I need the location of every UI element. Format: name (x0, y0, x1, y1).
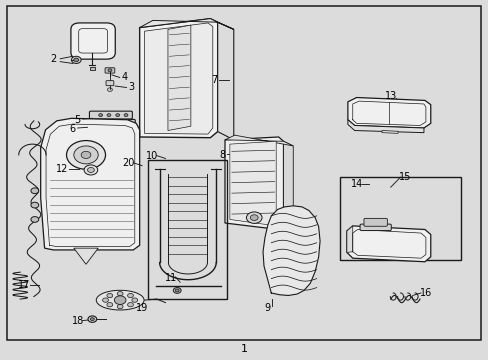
Text: 19: 19 (136, 303, 148, 314)
Circle shape (31, 202, 39, 208)
Circle shape (107, 302, 113, 307)
Polygon shape (224, 135, 293, 146)
Circle shape (87, 167, 94, 172)
Circle shape (110, 123, 113, 125)
Polygon shape (217, 22, 233, 140)
Circle shape (132, 298, 138, 302)
Bar (339, 177, 461, 260)
Circle shape (175, 289, 179, 292)
Circle shape (103, 123, 106, 125)
Circle shape (99, 114, 102, 117)
FancyBboxPatch shape (363, 219, 386, 226)
Circle shape (107, 293, 113, 298)
Circle shape (102, 298, 108, 302)
Text: 5: 5 (75, 115, 81, 125)
Circle shape (118, 123, 121, 125)
Circle shape (81, 151, 91, 158)
Circle shape (127, 302, 133, 307)
Text: 11: 11 (165, 273, 177, 283)
Circle shape (107, 88, 112, 91)
Circle shape (74, 146, 98, 164)
Text: 14: 14 (350, 179, 362, 189)
Circle shape (88, 316, 97, 322)
Circle shape (84, 165, 98, 175)
Circle shape (114, 296, 126, 305)
Polygon shape (263, 206, 320, 296)
Text: 6: 6 (70, 124, 76, 134)
Circle shape (127, 293, 133, 298)
Text: 9: 9 (264, 303, 270, 314)
Text: 16: 16 (419, 288, 431, 298)
Circle shape (31, 188, 39, 194)
Circle shape (125, 123, 128, 125)
Polygon shape (140, 19, 233, 30)
FancyBboxPatch shape (89, 111, 132, 119)
Text: 1: 1 (241, 343, 247, 354)
Circle shape (173, 288, 181, 293)
Polygon shape (167, 25, 190, 131)
Bar (90, 67, 95, 69)
Circle shape (96, 123, 99, 125)
Polygon shape (140, 19, 217, 138)
Circle shape (117, 305, 123, 309)
Polygon shape (283, 141, 293, 231)
Text: 8: 8 (219, 150, 225, 160)
Polygon shape (346, 226, 430, 262)
Text: 15: 15 (398, 172, 411, 182)
Circle shape (246, 212, 262, 224)
Ellipse shape (96, 290, 144, 310)
FancyBboxPatch shape (88, 120, 135, 128)
Polygon shape (346, 226, 352, 252)
Circle shape (124, 114, 128, 117)
Circle shape (31, 217, 39, 222)
Text: 12: 12 (56, 164, 69, 174)
Circle shape (108, 69, 112, 72)
Polygon shape (347, 98, 430, 128)
Circle shape (90, 318, 94, 320)
FancyBboxPatch shape (71, 23, 115, 59)
Circle shape (71, 56, 81, 63)
Circle shape (116, 114, 120, 117)
Text: 10: 10 (145, 150, 158, 161)
Circle shape (74, 58, 79, 62)
Text: 17: 17 (18, 280, 30, 290)
FancyBboxPatch shape (359, 224, 390, 230)
Text: 3: 3 (128, 82, 134, 93)
Text: 18: 18 (71, 316, 83, 325)
Polygon shape (229, 141, 276, 226)
FancyBboxPatch shape (106, 81, 114, 86)
Bar (148, 160, 227, 299)
Circle shape (250, 215, 258, 221)
Circle shape (66, 140, 105, 169)
Polygon shape (224, 137, 283, 229)
Circle shape (107, 114, 111, 117)
FancyBboxPatch shape (105, 68, 115, 73)
Polygon shape (41, 118, 140, 250)
Polygon shape (74, 248, 98, 264)
Text: 2: 2 (50, 54, 57, 64)
Circle shape (130, 123, 133, 125)
Polygon shape (347, 120, 423, 133)
Circle shape (117, 292, 123, 296)
Polygon shape (381, 131, 397, 134)
Text: 7: 7 (211, 75, 217, 85)
Polygon shape (144, 23, 212, 134)
Text: 4: 4 (122, 72, 128, 82)
Text: 13: 13 (384, 91, 396, 101)
Text: 20: 20 (122, 158, 134, 168)
